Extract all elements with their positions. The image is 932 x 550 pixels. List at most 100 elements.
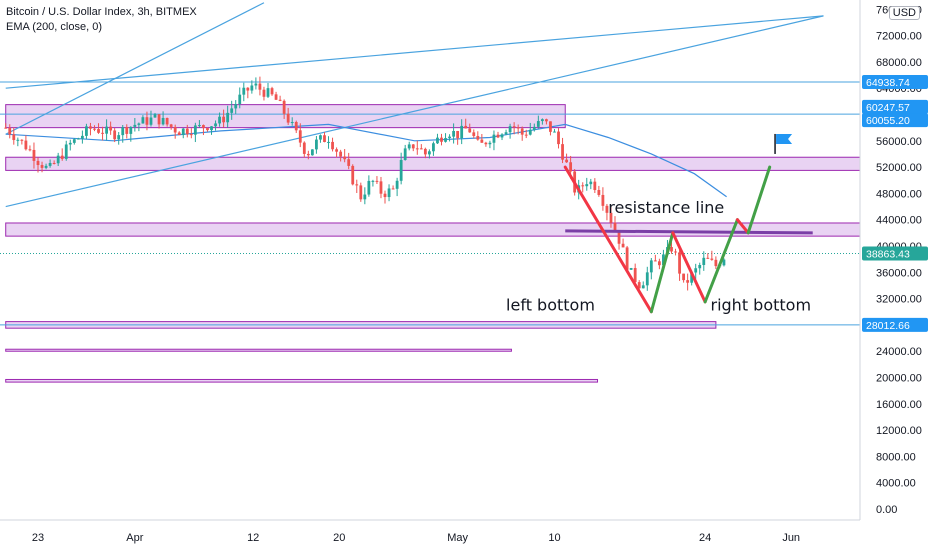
candle-body-31 xyxy=(129,126,133,134)
candle-body-159 xyxy=(645,272,649,286)
candle-body-105 xyxy=(427,151,431,155)
candle-body-154 xyxy=(625,247,629,270)
candle-body-3 xyxy=(16,139,20,141)
candle-body-56 xyxy=(230,108,234,113)
candle-body-21 xyxy=(89,126,92,129)
candle-body-34 xyxy=(141,117,145,124)
candle-body-33 xyxy=(137,123,141,125)
candle-body-148 xyxy=(601,194,605,206)
candle-body-53 xyxy=(218,116,221,124)
candle-body-116 xyxy=(472,132,476,136)
candle-body-112 xyxy=(456,130,460,139)
candle-body-67 xyxy=(274,94,278,100)
candle-body-55 xyxy=(226,112,230,123)
candle-body-176 xyxy=(714,259,718,267)
candle-body-32 xyxy=(133,124,137,127)
price-tag-bg-4 xyxy=(862,317,928,332)
candle-body-11 xyxy=(48,162,52,166)
candle-body-151 xyxy=(613,222,617,231)
candle-body-85 xyxy=(347,159,351,166)
candle-body-114 xyxy=(464,125,468,129)
candle-body-129 xyxy=(524,134,528,136)
candle-body-96 xyxy=(391,188,395,190)
candle-body-168 xyxy=(682,273,685,281)
candle-body-26 xyxy=(109,126,113,131)
candle-body-118 xyxy=(480,139,484,143)
candle-body-80 xyxy=(327,141,330,143)
candle-body-86 xyxy=(351,165,355,185)
y-tick-label-12: 48000.00 xyxy=(876,188,922,200)
candle-body-42 xyxy=(173,126,177,133)
candle-body-44 xyxy=(181,128,185,136)
candle-body-63 xyxy=(258,83,262,90)
candle-body-6 xyxy=(28,149,32,151)
candle-body-28 xyxy=(117,135,121,140)
candle-body-160 xyxy=(649,260,653,273)
candle-body-24 xyxy=(101,132,104,134)
candle-body-88 xyxy=(359,185,363,200)
candle-body-5 xyxy=(24,140,28,150)
x-tick-label-5: 10 xyxy=(548,532,560,544)
candle-body-84 xyxy=(343,156,347,160)
candle-body-144 xyxy=(585,184,589,187)
candle-body-149 xyxy=(605,205,609,213)
y-tick-label-8: 32000.00 xyxy=(876,294,922,306)
currency-badge[interactable]: USD xyxy=(888,6,920,20)
candle-body-0 xyxy=(4,127,8,129)
candle-body-120 xyxy=(488,142,492,145)
candle-body-128 xyxy=(520,128,524,135)
candle-body-95 xyxy=(387,188,391,198)
pattern-layer xyxy=(563,133,813,314)
candle-body-48 xyxy=(198,125,201,127)
candle-body-61 xyxy=(250,85,254,91)
candle-body-99 xyxy=(403,148,407,160)
flag-icon xyxy=(776,133,793,144)
candle-body-72 xyxy=(294,122,298,131)
candle-body-9 xyxy=(40,165,44,168)
candle-body-17 xyxy=(72,139,76,143)
candle-body-2 xyxy=(12,134,16,141)
candle-body-173 xyxy=(702,257,706,265)
x-tick-label-6: 24 xyxy=(699,532,711,544)
candle-body-93 xyxy=(379,181,383,194)
annotation-left-bottom: left bottom xyxy=(506,295,595,314)
candle-body-8 xyxy=(36,160,40,166)
candle-body-66 xyxy=(270,88,274,95)
candle-body-157 xyxy=(637,282,641,289)
candle-body-92 xyxy=(375,180,379,182)
candle-body-57 xyxy=(234,103,238,109)
candle-body-132 xyxy=(536,121,540,127)
candle-body-36 xyxy=(149,117,153,125)
candle-body-73 xyxy=(298,130,302,143)
y-tick-label-13: 52000.00 xyxy=(876,162,922,174)
candle-body-1 xyxy=(8,127,12,135)
price-tag-bg-3 xyxy=(862,246,928,261)
candle-body-113 xyxy=(460,125,464,139)
candle-body-22 xyxy=(93,128,96,130)
candle-body-77 xyxy=(315,139,318,150)
candle-body-134 xyxy=(545,119,548,122)
time-axis[interactable]: 23 Apr 12 20 May 10 24 Jun xyxy=(32,532,800,544)
candle-body-14 xyxy=(60,155,64,159)
candle-body-161 xyxy=(653,260,657,262)
y-tick-label-5: 20000.00 xyxy=(876,373,922,385)
pattern-segment-1 xyxy=(649,231,675,314)
candle-body-130 xyxy=(528,129,532,135)
candle-body-147 xyxy=(597,190,601,195)
candle-body-104 xyxy=(423,148,427,155)
candle-body-37 xyxy=(153,114,157,118)
candle-body-19 xyxy=(80,135,84,139)
candle-body-146 xyxy=(593,181,597,191)
candle-body-62 xyxy=(254,83,258,86)
candle-body-16 xyxy=(68,142,72,145)
candle-body-12 xyxy=(52,162,56,164)
candle-body-150 xyxy=(609,212,613,223)
candle-body-89 xyxy=(363,194,367,200)
candle-body-121 xyxy=(492,134,496,143)
candle-body-145 xyxy=(589,181,593,185)
candle-body-51 xyxy=(210,126,213,131)
candle-body-178 xyxy=(722,259,726,266)
y-tick-label-0: 0.00 xyxy=(876,504,897,516)
x-tick-label-4: May xyxy=(447,532,468,544)
